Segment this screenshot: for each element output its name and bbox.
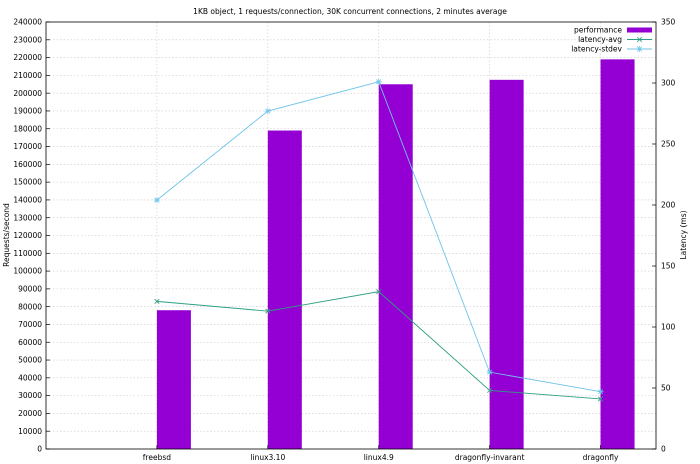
y-tick-label: 80000 (18, 302, 42, 311)
y-tick-label: 210000 (13, 71, 42, 80)
bar-dragonfly (600, 59, 635, 450)
y-tick-label: 220000 (13, 53, 42, 62)
legend-label-latency-avg: latency-avg (578, 35, 622, 44)
y2-tick-label: 300 (661, 79, 676, 88)
y-tick-label: 90000 (18, 284, 42, 293)
bar-linux4.9 (378, 84, 413, 449)
marker-stroke (487, 387, 493, 394)
y-tick-label: 30000 (18, 391, 42, 400)
bar-layer (156, 59, 635, 450)
latency-avg-point-linux3.10 (265, 308, 271, 314)
x-tick-label: linux4.9 (364, 453, 394, 462)
y2-tick-label: 150 (661, 262, 676, 271)
marker-stroke (265, 308, 271, 314)
y2-axis-label: Latency (ms) (679, 210, 688, 259)
y-tick-label: 160000 (13, 160, 42, 169)
y-tick-label: 180000 (13, 124, 42, 133)
legend-label-latency-stdev: latency-stdev (571, 45, 622, 54)
x-tick-label: freebsd (143, 453, 171, 462)
y-tick-label: 170000 (13, 142, 42, 151)
latency-stdev-point-dragonfly (597, 388, 604, 395)
y-tick-label: 110000 (13, 249, 42, 258)
legend-marker (636, 36, 643, 43)
latency-avg-point-freebsd (154, 298, 160, 304)
y2-axis-ticks: 0 50 100 150 200 250 300 350 (652, 18, 676, 454)
latency-stdev-point-freebsd (153, 197, 160, 204)
latency-stdev-point-linux3.10 (264, 108, 271, 115)
marker-stroke (597, 396, 604, 402)
line-layer (153, 78, 604, 402)
y-tick-label: 60000 (18, 338, 42, 347)
y-tick-label: 190000 (13, 107, 42, 116)
y-tick-label: 20000 (18, 409, 42, 418)
y-tick-label: 150000 (13, 178, 42, 187)
y-tick-label: 40000 (18, 373, 42, 382)
y2-tick-label: 200 (661, 201, 676, 210)
y-tick-label: 130000 (13, 213, 42, 222)
latency-avg-point-dragonfly-invarant (487, 387, 493, 394)
latency-stdev-point-dragonfly-invarant (486, 369, 493, 376)
y-tick-label: 200000 (13, 89, 42, 98)
y-axis-label: Requests/second (2, 203, 11, 267)
y-tick-label: 0 (37, 445, 42, 454)
legend-swatch-performance (627, 27, 652, 33)
legend-label-performance: performance (574, 26, 622, 35)
y-tick-label: 100000 (13, 267, 42, 276)
y2-tick-label: 100 (661, 323, 676, 332)
bar-linux3.10 (267, 130, 302, 449)
bar-freebsd (156, 310, 191, 449)
y-tick-label: 140000 (13, 196, 42, 205)
latency-stdev-point-linux4.9 (375, 78, 382, 85)
y-tick-label: 50000 (18, 356, 42, 365)
x-tick-label: dragonfly-invarant (455, 453, 525, 462)
y-tick-label: 230000 (13, 35, 42, 44)
y-tick-label: 120000 (13, 231, 42, 240)
x-axis-ticks: freebsd linux3.10 linux4.9 dragonfly-invara… (143, 445, 619, 462)
y2-tick-label: 50 (661, 384, 671, 393)
bar-dragonfly-invarant (489, 79, 524, 450)
y2-tick-label: 250 (661, 140, 676, 149)
x-tick-label: dragonfly (583, 453, 619, 462)
y-tick-label: 70000 (18, 320, 42, 329)
x-tick-label: linux3.10 (250, 453, 285, 462)
y2-tick-label: 0 (661, 445, 666, 454)
latency-avg-point-linux4.9 (376, 289, 382, 295)
y2-tick-label: 350 (661, 18, 676, 27)
marker-stroke (376, 289, 382, 295)
y-axis-ticks: 0 10000 20000 30000 40000 50000 60000 70000 8000… (13, 18, 50, 454)
y-tick-label: 10000 (18, 427, 42, 436)
y-tick-label: 240000 (13, 18, 42, 27)
chart-title: 1KB object, 1 requests/connection, 30K c… (193, 7, 507, 16)
latency-avg-point-dragonfly (597, 396, 604, 402)
marker-stroke (154, 298, 160, 304)
